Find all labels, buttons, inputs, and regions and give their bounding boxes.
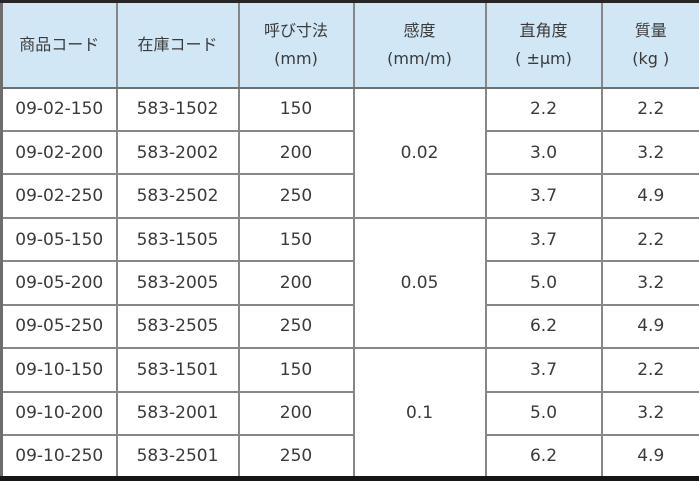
squareness-cell: 3.7 [484, 347, 603, 393]
product-code-cell: 09-02-150 [0, 86, 118, 132]
header-label: 在庫コード [137, 34, 218, 54]
nominal-size-cell: 200 [237, 390, 355, 437]
table-row: 09-05-150 583-1505 150 0.05 3.7 2.2 [0, 216, 699, 350]
stock-code-cell: 583-2502 [115, 173, 240, 219]
mass-cell: 2.2 [600, 216, 699, 263]
mass-cell: 4.9 [600, 173, 699, 219]
col-header-product-code: 商品コード [0, 0, 118, 89]
nominal-size-cell: 250 [237, 434, 355, 480]
mass-cell: 3.2 [600, 260, 699, 306]
table-row: 09-02-250 583-2502 250 3.7 4.9 [0, 173, 699, 219]
table-row: 09-10-250 583-2501 250 6.2 4.9 [0, 434, 699, 480]
header-label: 感度 [403, 20, 436, 40]
stock-code-cell: 583-2002 [115, 129, 240, 176]
nominal-size-cell: 200 [237, 129, 355, 176]
table-row: 09-02-150 583-1502 150 0.02 2.2 2.2 [0, 86, 699, 219]
stock-code-cell: 583-1501 [115, 347, 240, 393]
nominal-size-cell: 200 [237, 260, 355, 306]
squareness-cell: 5.0 [484, 390, 603, 437]
nominal-size-cell: 250 [237, 303, 355, 350]
squareness-cell: 3.7 [484, 216, 603, 263]
mass-cell: 2.2 [600, 86, 699, 132]
product-code-cell: 09-10-250 [0, 434, 118, 480]
product-code-cell: 09-02-250 [0, 173, 118, 219]
table-row: 09-10-200 583-2001 200 5.0 3.2 [0, 390, 699, 437]
nominal-size-cell: 150 [237, 347, 355, 393]
stock-code-cell: 583-2501 [115, 434, 240, 480]
nominal-size-cell: 150 [237, 216, 355, 263]
mass-cell: 3.2 [600, 390, 699, 437]
header-label: 直角度 [519, 20, 568, 40]
sensitivity-cell: 0.02 [352, 86, 487, 219]
col-header-nominal-size: 呼び寸法 (mm) [237, 0, 355, 89]
table-row: 09-05-200 583-2005 200 5.0 3.2 [0, 260, 699, 306]
product-code-cell: 09-02-200 [0, 129, 118, 176]
header-unit: (mm) [274, 48, 318, 68]
stock-code-cell: 583-2505 [115, 303, 240, 350]
mass-cell: 2.2 [600, 347, 699, 393]
col-header-stock-code: 在庫コード [115, 0, 240, 89]
product-code-cell: 09-05-250 [0, 303, 118, 350]
stock-code-cell: 583-2001 [115, 390, 240, 437]
mass-cell: 3.2 [600, 129, 699, 176]
squareness-cell: 5.0 [484, 260, 603, 306]
product-code-cell: 09-10-150 [0, 347, 118, 393]
mass-cell: 4.9 [600, 303, 699, 350]
table-row: 09-02-200 583-2002 200 3.0 3.2 [0, 129, 699, 176]
col-header-sensitivity: 感度 (mm/m) [352, 0, 487, 89]
product-code-cell: 09-05-150 [0, 216, 118, 263]
header-unit: (mm/m) [387, 48, 452, 68]
header-label: 呼び寸法 [263, 20, 328, 40]
col-header-mass: 質量 (kg ) [600, 0, 699, 89]
stock-code-cell: 583-1502 [115, 86, 240, 132]
sensitivity-cell: 0.05 [352, 216, 487, 350]
squareness-cell: 6.2 [484, 434, 603, 480]
sensitivity-cell: 0.1 [352, 347, 487, 480]
squareness-cell: 6.2 [484, 303, 603, 350]
header-row: 商品コード 在庫コード 呼び寸法 (mm) 感度 (mm/m) 直角度 ( ±μ… [0, 0, 699, 89]
col-header-squareness: 直角度 ( ±μm) [484, 0, 603, 89]
product-code-cell: 09-10-200 [0, 390, 118, 437]
header-label: 質量 [634, 20, 667, 40]
nominal-size-cell: 250 [237, 173, 355, 219]
table-row: 09-10-150 583-1501 150 0.1 3.7 2.2 [0, 347, 699, 480]
squareness-cell: 3.7 [484, 173, 603, 219]
squareness-cell: 2.2 [484, 86, 603, 132]
header-unit: ( ±μm) [515, 48, 572, 68]
nominal-size-cell: 150 [237, 86, 355, 132]
product-code-cell: 09-05-200 [0, 260, 118, 306]
header-unit: (kg ) [632, 48, 670, 68]
mass-cell: 4.9 [600, 434, 699, 480]
squareness-cell: 3.0 [484, 129, 603, 176]
table-row: 09-05-250 583-2505 250 6.2 4.9 [0, 303, 699, 350]
stock-code-cell: 583-2005 [115, 260, 240, 306]
stock-code-cell: 583-1505 [115, 216, 240, 263]
header-label: 商品コード [19, 34, 100, 54]
